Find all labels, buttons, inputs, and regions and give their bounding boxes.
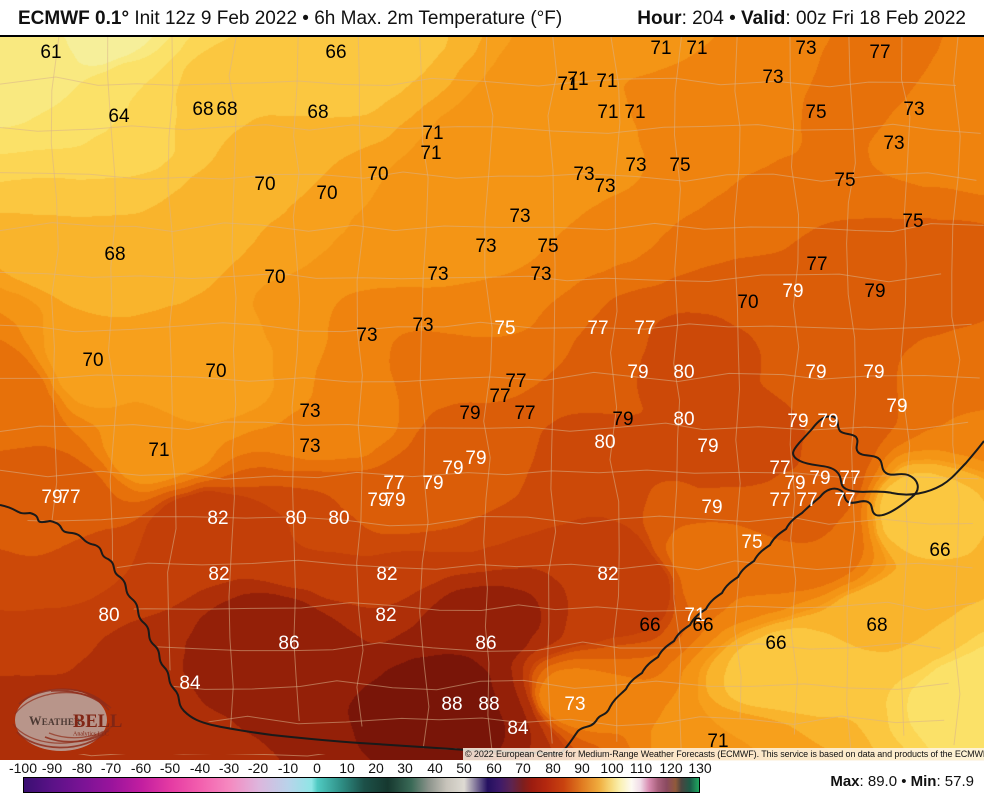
svg-text:73: 73 [594, 176, 615, 197]
svg-text:73: 73 [475, 236, 496, 257]
svg-text:77: 77 [869, 42, 890, 63]
svg-text:73: 73 [427, 264, 448, 285]
svg-text:70: 70 [367, 164, 388, 185]
svg-text:80: 80 [594, 432, 615, 453]
svg-text:73: 73 [883, 133, 904, 154]
svg-text:73: 73 [299, 401, 320, 422]
svg-text:75: 75 [494, 318, 515, 339]
svg-text:77: 77 [587, 318, 608, 339]
svg-text:71: 71 [686, 38, 707, 59]
svg-text:75: 75 [834, 170, 855, 191]
svg-text:79: 79 [787, 411, 808, 432]
svg-text:70: 70 [205, 361, 226, 382]
svg-text:71: 71 [597, 102, 618, 123]
svg-text:79: 79 [459, 403, 480, 424]
svg-text:77: 77 [796, 490, 817, 511]
svg-text:68: 68 [216, 99, 237, 120]
svg-text:82: 82 [207, 508, 228, 529]
svg-text:73: 73 [356, 325, 377, 346]
svg-text:71: 71 [422, 123, 443, 144]
svg-text:71: 71 [596, 71, 617, 92]
svg-text:68: 68 [866, 615, 887, 636]
svg-text:73: 73 [509, 206, 530, 227]
svg-text:84: 84 [507, 718, 529, 739]
svg-text:80: 80 [673, 362, 694, 383]
svg-text:73: 73 [564, 694, 585, 715]
svg-text:66: 66 [639, 615, 660, 636]
svg-text:82: 82 [375, 605, 396, 626]
svg-text:79: 79 [782, 281, 803, 302]
svg-text:79: 79 [864, 281, 885, 302]
svg-text:79: 79 [697, 436, 718, 457]
svg-text:70: 70 [264, 267, 285, 288]
svg-text:77: 77 [834, 490, 855, 511]
svg-text:80: 80 [285, 508, 306, 529]
svg-text:80: 80 [328, 508, 349, 529]
svg-text:79: 79 [465, 448, 486, 469]
svg-text:70: 70 [254, 174, 275, 195]
svg-text:71: 71 [567, 69, 588, 90]
svg-text:77: 77 [769, 458, 790, 479]
svg-text:73: 73 [412, 315, 433, 336]
svg-text:79: 79 [701, 497, 722, 518]
svg-text:79: 79 [422, 473, 443, 494]
svg-text:73: 73 [762, 67, 783, 88]
svg-text:79: 79 [627, 362, 648, 383]
svg-text:77: 77 [505, 371, 526, 392]
svg-text:79: 79 [863, 362, 884, 383]
svg-text:68: 68 [192, 99, 213, 120]
svg-text:73: 73 [573, 164, 594, 185]
svg-text:84: 84 [179, 673, 201, 694]
svg-text:71: 71 [420, 143, 441, 164]
svg-text:75: 75 [805, 102, 826, 123]
svg-text:77: 77 [806, 254, 827, 275]
svg-text:64: 64 [108, 106, 130, 127]
svg-text:77: 77 [514, 403, 535, 424]
svg-text:77: 77 [634, 318, 655, 339]
svg-text:82: 82 [597, 564, 618, 585]
svg-text:73: 73 [903, 99, 924, 120]
svg-text:73: 73 [530, 264, 551, 285]
svg-text:75: 75 [741, 532, 762, 553]
svg-text:80: 80 [98, 605, 119, 626]
svg-text:68: 68 [104, 244, 125, 265]
svg-text:79: 79 [886, 396, 907, 417]
svg-text:82: 82 [208, 564, 229, 585]
svg-text:77: 77 [383, 473, 404, 494]
svg-text:86: 86 [278, 633, 299, 654]
svg-text:70: 70 [737, 292, 758, 313]
svg-text:70: 70 [316, 183, 337, 204]
svg-text:71: 71 [148, 440, 169, 461]
svg-text:82: 82 [376, 564, 397, 585]
svg-text:79: 79 [612, 409, 633, 430]
svg-text:66: 66 [929, 540, 950, 561]
svg-text:68: 68 [307, 102, 328, 123]
svg-text:66: 66 [325, 42, 346, 63]
svg-text:66: 66 [765, 633, 786, 654]
svg-text:88: 88 [441, 694, 462, 715]
svg-text:73: 73 [795, 38, 816, 59]
svg-text:70: 70 [82, 350, 103, 371]
svg-text:73: 73 [625, 155, 646, 176]
svg-text:79: 79 [805, 362, 826, 383]
svg-text:66: 66 [692, 615, 713, 636]
svg-text:71: 71 [650, 38, 671, 59]
svg-text:77: 77 [839, 468, 860, 489]
svg-text:71: 71 [624, 102, 645, 123]
svg-text:75: 75 [537, 236, 558, 257]
svg-text:Analytics LLC: Analytics LLC [73, 732, 109, 738]
svg-text:61: 61 [40, 42, 61, 63]
svg-text:79: 79 [442, 458, 463, 479]
svg-text:75: 75 [902, 211, 923, 232]
svg-text:79: 79 [817, 411, 838, 432]
svg-text:79: 79 [41, 487, 62, 508]
svg-text:80: 80 [673, 409, 694, 430]
svg-text:77: 77 [59, 487, 80, 508]
svg-text:BELL: BELL [73, 712, 122, 732]
svg-text:73: 73 [299, 436, 320, 457]
svg-text:79: 79 [809, 468, 830, 489]
svg-text:86: 86 [475, 633, 496, 654]
svg-text:88: 88 [478, 694, 499, 715]
svg-text:75: 75 [669, 155, 690, 176]
